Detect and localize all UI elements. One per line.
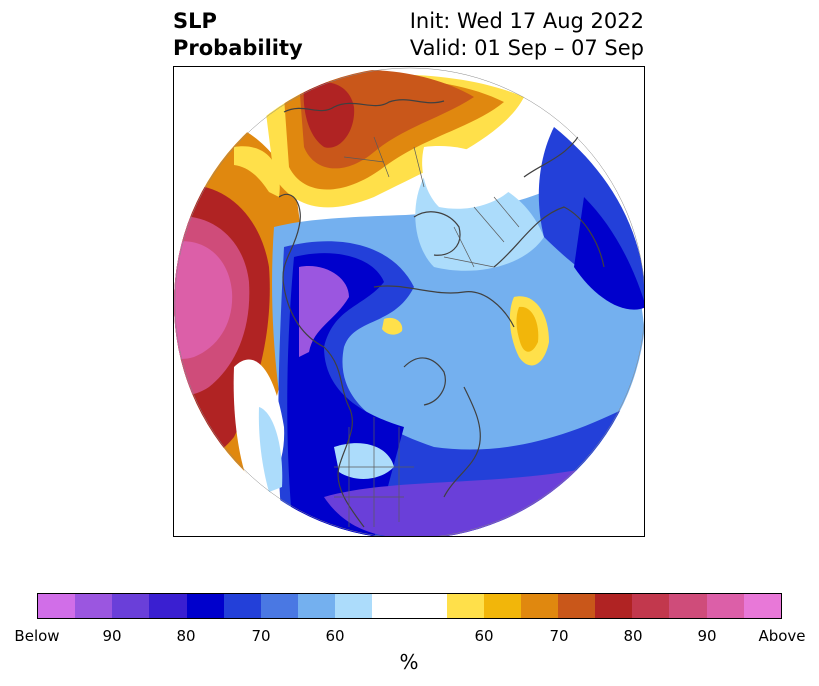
colorbar-segment <box>557 594 596 618</box>
colorbar-tick-label: Above <box>758 627 806 645</box>
colorbar-tick-label: 60 <box>474 627 494 645</box>
colorbar-segment <box>669 594 707 618</box>
colorbar-segment <box>335 594 373 618</box>
colorbar-tick-label: 70 <box>549 627 569 645</box>
chart-title-variable: SLP Probability <box>173 8 303 62</box>
country-borders <box>334 136 520 527</box>
below-region-america-purple <box>299 266 349 357</box>
colorbar-tick-label: 90 <box>697 627 717 645</box>
colorbar-tick-label: 80 <box>623 627 643 645</box>
colorbar-tick-label: 60 <box>325 627 345 645</box>
valid-date-text: Valid: 01 Sep – 07 Sep <box>409 36 644 60</box>
map-disk <box>174 67 644 536</box>
title-variable-line1: SLP <box>173 9 217 33</box>
colorbar-tick-label: 80 <box>176 627 196 645</box>
colorbar-segment <box>446 594 484 618</box>
colorbar-segment <box>38 594 76 618</box>
colorbar-unit-label: % <box>399 650 419 674</box>
colorbar-segment <box>595 594 633 618</box>
above-pacific-spot <box>382 317 403 335</box>
above-region-north-core <box>303 82 355 148</box>
colorbar-segment <box>372 594 410 618</box>
colorbar-segment <box>75 594 113 618</box>
title-variable-line2: Probability <box>173 36 303 60</box>
colorbar-segment <box>186 594 224 618</box>
colorbar-segment <box>409 594 447 618</box>
near-normal-white <box>422 146 514 209</box>
colorbar-segment <box>260 594 298 618</box>
colorbar-tick-label: 70 <box>251 627 271 645</box>
colorbar-tick-label: 90 <box>102 627 122 645</box>
below-region-east-core <box>574 197 644 310</box>
colorbar-tick-label: Below <box>14 627 60 645</box>
polar-map-panel <box>173 66 645 537</box>
colorbar-segment <box>223 594 261 618</box>
near-normal-west-light <box>258 407 283 492</box>
above-lobe-west-yellow <box>234 146 280 197</box>
probability-map <box>174 67 644 536</box>
above-atlantic-core <box>516 306 539 352</box>
colorbar-segment <box>706 594 744 618</box>
init-date-text: Init: Wed 17 Aug 2022 <box>409 9 644 33</box>
colorbar-segment <box>632 594 670 618</box>
colorbar-segment <box>297 594 336 618</box>
colorbar-segment <box>520 594 558 618</box>
colorbar-segment <box>743 594 781 618</box>
colorbar-segment <box>112 594 150 618</box>
above-lobe-west-peak <box>174 241 233 359</box>
colorbar-segment <box>483 594 521 618</box>
probability-colorbar <box>37 593 782 619</box>
colorbar-segment <box>149 594 187 618</box>
chart-title-dates: Init: Wed 17 Aug 2022 Valid: 01 Sep – 07… <box>410 8 644 62</box>
